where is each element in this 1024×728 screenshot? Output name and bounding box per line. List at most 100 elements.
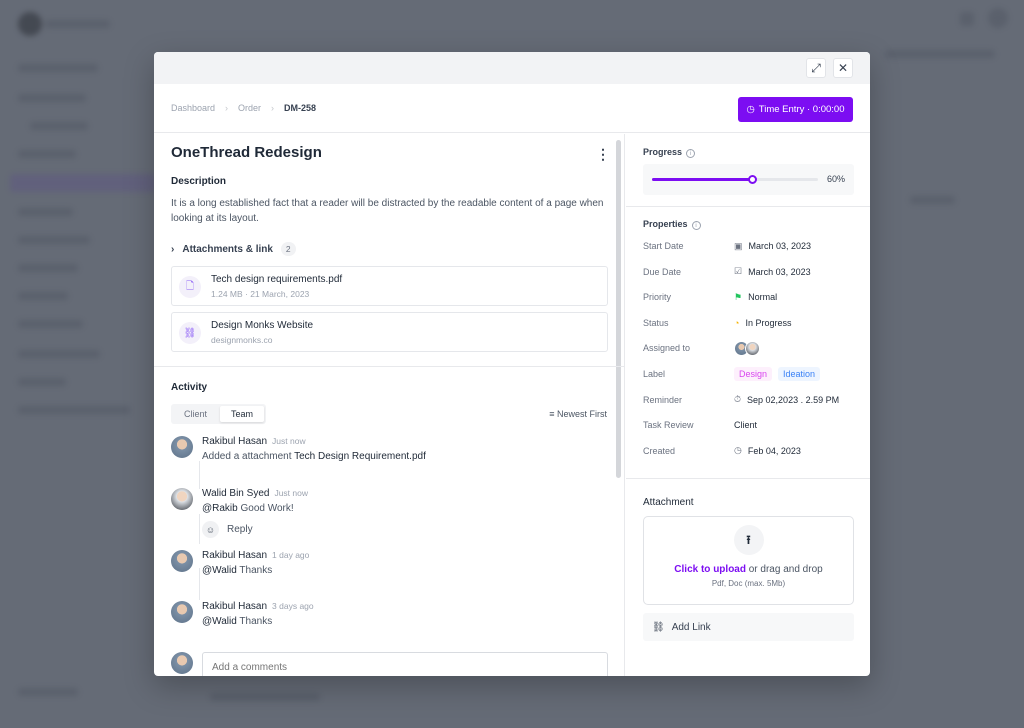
task-detail-modal: ⤢ ✕ Dashboard › Order › DM-258 ◷ Time Entry…: [154, 52, 870, 676]
timestamp: 3 days ago: [272, 601, 314, 611]
click-to-upload-link[interactable]: Click to upload: [674, 564, 746, 575]
time-entry-button[interactable]: ◷ Time Entry · 0:00:00: [738, 97, 853, 122]
property-key: Priority: [643, 292, 672, 303]
chevron-right-icon: ›: [271, 103, 275, 113]
property-value[interactable]: ⏱ Sep 02,2023 . 2.59 PM: [734, 394, 839, 405]
task-title: OneThread Redesign: [171, 144, 322, 161]
timestamp: Just now: [272, 436, 306, 446]
progress-value: 60%: [826, 174, 845, 184]
thread-line: [199, 514, 200, 544]
divider: [154, 366, 624, 367]
property-row: Assigned to: [643, 340, 863, 356]
attachments-count: 2: [280, 242, 296, 256]
property-value-text: March 03, 2023: [748, 266, 811, 277]
activity-text: Added a attachment: [202, 451, 295, 462]
property-row: Start Date ▣ March 03, 2023: [643, 239, 863, 253]
timestamp: Just now: [274, 488, 308, 498]
property-value[interactable]: ▣ March 03, 2023: [734, 241, 811, 252]
close-icon: ✕: [837, 61, 849, 75]
link-item[interactable]: ⛓ Design Monks Website designmonks.co: [171, 312, 608, 352]
progress-handle[interactable]: [747, 175, 757, 184]
activity-tabs: Client Team: [171, 404, 267, 424]
mention[interactable]: @Rakib: [202, 503, 238, 514]
thread-line: [199, 461, 200, 489]
progress-label: Progress: [643, 147, 683, 157]
comment-input[interactable]: [202, 652, 608, 676]
mention[interactable]: @Walid: [202, 616, 237, 627]
add-link-button[interactable]: ⛓ Add Link: [643, 613, 854, 641]
mention[interactable]: @Walid: [202, 565, 237, 576]
progress-ring-icon: ◔: [734, 317, 740, 328]
assignee-avatar[interactable]: [745, 340, 760, 356]
description-heading: Description: [171, 176, 227, 187]
avatar: [171, 601, 193, 623]
attachment-item[interactable]: 🗋 Tech design requirements.pdf 1.24 MB ·…: [171, 266, 608, 306]
properties-heading: Properties i: [643, 219, 701, 230]
author-name: Rakibul Hasan: [202, 436, 268, 447]
modal-top-bar: ⤢ ✕: [154, 52, 870, 84]
progress-box: 60%: [643, 164, 854, 195]
property-value-text: Feb 04, 2023: [747, 445, 801, 456]
attachment-name: Tech design requirements.pdf: [211, 274, 343, 285]
property-key: Label: [643, 369, 666, 379]
info-icon: i: [686, 149, 696, 158]
clock-icon: ◷: [734, 445, 742, 456]
close-button[interactable]: ✕: [833, 58, 853, 78]
sort-button[interactable]: ≡ Newest First: [549, 409, 607, 419]
attachment-meta: 1.24 MB · 21 March, 2023: [211, 289, 310, 299]
upload-instruction: or drag and drop: [745, 564, 823, 575]
property-row: Task Review Client: [643, 418, 863, 432]
avatar: [171, 550, 193, 572]
property-key: Due Date: [643, 266, 682, 277]
upload-icon: ⭱: [733, 525, 764, 555]
attachment-heading: Attachment: [643, 497, 694, 508]
property-value-text: Sep 02,2023 . 2.59 PM: [747, 394, 840, 405]
property-value[interactable]: ◔ In Progress: [734, 318, 791, 328]
thread-line: [199, 568, 200, 600]
tab-team[interactable]: Team: [220, 406, 265, 422]
divider: [626, 206, 870, 207]
breadcrumb-order[interactable]: Order: [238, 103, 262, 113]
property-row: Reminder ⏱ Sep 02,2023 . 2.59 PM: [643, 393, 863, 407]
property-key: Reminder: [643, 394, 683, 405]
link-name: Design Monks Website: [211, 320, 314, 331]
sort-icon: ≡: [549, 409, 557, 419]
progress-slider[interactable]: [652, 175, 818, 184]
scrollbar[interactable]: [616, 140, 621, 478]
clock-icon: ◷: [746, 104, 755, 115]
property-row: Priority ⚑ Normal: [643, 290, 863, 304]
sort-label: Newest First: [556, 409, 607, 419]
attachments-toggle[interactable]: › Attachments & link 2: [171, 242, 296, 256]
divider: [626, 478, 870, 479]
expand-icon: ⤢: [811, 60, 821, 75]
property-row: Created ◷ Feb 04, 2023: [643, 444, 863, 458]
breadcrumb: Dashboard › Order › DM-258 ◷ Time Entry · 0…: [154, 84, 870, 133]
breadcrumb-dashboard[interactable]: Dashboard: [171, 103, 216, 113]
comment-text: Thanks: [236, 565, 273, 576]
tab-client[interactable]: Client: [184, 409, 208, 419]
property-value[interactable]: ☑ March 03, 2023: [734, 266, 811, 277]
label-tag[interactable]: Ideation: [778, 367, 821, 381]
file-icon: 🗋: [179, 276, 201, 298]
property-value-text: In Progress: [745, 317, 792, 328]
label-tag[interactable]: Design: [734, 367, 773, 381]
property-value[interactable]: ◷ Feb 04, 2023: [734, 445, 801, 456]
upload-dropzone[interactable]: ⭱ Click to upload or drag and drop Pdf, …: [643, 516, 854, 605]
more-options-icon[interactable]: ⋮: [596, 146, 610, 162]
property-value[interactable]: [734, 340, 760, 356]
comment-text: Thanks: [236, 616, 273, 627]
attachment-reference[interactable]: Tech Design Requirement.pdf: [294, 451, 426, 462]
property-value-text: Normal: [748, 292, 778, 303]
property-value[interactable]: ⚑ Normal: [734, 292, 777, 303]
property-key: Created: [643, 445, 676, 456]
stopwatch-icon: ⏱: [734, 394, 742, 405]
calendar-check-icon: ☑: [734, 266, 743, 277]
property-row: Status ◔ In Progress: [643, 316, 863, 330]
property-value[interactable]: Client: [734, 420, 757, 430]
property-value[interactable]: Design Ideation: [734, 367, 821, 381]
breadcrumb-current: DM-258: [284, 103, 317, 113]
reply-button[interactable]: ☺ Reply: [202, 521, 253, 538]
expand-button[interactable]: ⤢: [806, 58, 826, 78]
upload-hint: Pdf, Doc (max. 5Mb): [711, 579, 786, 588]
progress-fill: [652, 178, 752, 181]
